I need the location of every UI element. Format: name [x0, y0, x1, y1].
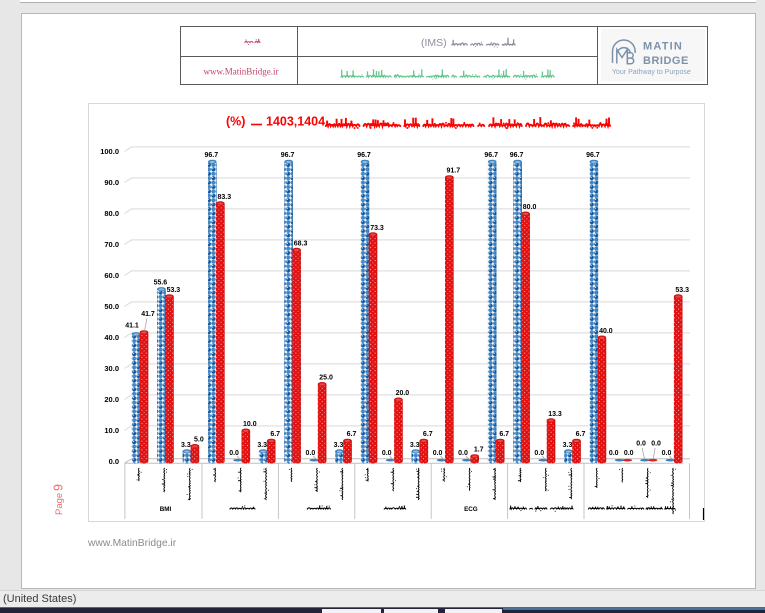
svg-text:Page: Page — [54, 493, 65, 515]
svg-text:80.0: 80.0 — [104, 209, 119, 218]
svg-text:25.0: 25.0 — [319, 375, 333, 382]
svg-text:(IMS): (IMS) — [421, 37, 447, 49]
svg-text:0.0: 0.0 — [229, 450, 239, 457]
svg-text:0.0: 0.0 — [306, 450, 316, 457]
svg-text:68.3: 68.3 — [294, 240, 308, 247]
svg-text:0.0: 0.0 — [624, 450, 634, 457]
svg-text:0.0: 0.0 — [109, 457, 119, 466]
svg-text:10.0: 10.0 — [104, 426, 119, 435]
svg-text:55.6: 55.6 — [154, 280, 168, 287]
svg-text:40.0: 40.0 — [104, 333, 119, 342]
svg-text:9: 9 — [52, 484, 66, 491]
svg-text:96.7: 96.7 — [281, 152, 295, 159]
svg-text:3.3: 3.3 — [563, 442, 573, 449]
svg-text:MATIN: MATIN — [643, 41, 683, 53]
svg-text:96.7: 96.7 — [484, 152, 498, 159]
svg-text:6.7: 6.7 — [270, 431, 280, 438]
svg-text:6.7: 6.7 — [347, 431, 357, 438]
svg-text:41.7: 41.7 — [141, 311, 155, 318]
svg-text:BMI: BMI — [160, 506, 172, 513]
svg-text:1.7: 1.7 — [474, 447, 484, 454]
svg-text:10.0: 10.0 — [243, 421, 257, 428]
svg-text:60.0: 60.0 — [104, 271, 119, 280]
svg-text:100.0: 100.0 — [100, 147, 119, 156]
svg-text:BRIDGE: BRIDGE — [643, 55, 689, 67]
svg-text:53.3: 53.3 — [167, 287, 181, 294]
svg-text:70.0: 70.0 — [104, 240, 119, 249]
svg-text:1403,1404: 1403,1404 — [266, 115, 325, 129]
svg-text:6.7: 6.7 — [576, 431, 586, 438]
svg-text:13.3: 13.3 — [548, 411, 562, 418]
svg-text:5.0: 5.0 — [194, 437, 204, 444]
svg-text:0.0: 0.0 — [458, 450, 468, 457]
svg-text:6.7: 6.7 — [499, 431, 509, 438]
svg-text:0.0: 0.0 — [651, 441, 661, 448]
svg-text:96.7: 96.7 — [204, 152, 218, 159]
svg-text:6.7: 6.7 — [423, 431, 433, 438]
svg-text:73.3: 73.3 — [370, 225, 384, 232]
svg-text:96.7: 96.7 — [357, 152, 371, 159]
svg-text:96.7: 96.7 — [510, 152, 524, 159]
svg-text:0.0: 0.0 — [609, 450, 619, 457]
svg-text:0.0: 0.0 — [662, 450, 672, 457]
svg-text:0.0: 0.0 — [382, 450, 392, 457]
svg-text:96.7: 96.7 — [586, 152, 600, 159]
svg-text:20.0: 20.0 — [396, 390, 410, 397]
svg-text:0.0: 0.0 — [433, 450, 443, 457]
svg-text:30.0: 30.0 — [104, 364, 119, 373]
svg-text:0.0: 0.0 — [636, 441, 646, 448]
svg-text:40.0: 40.0 — [599, 328, 613, 335]
svg-text:(%): (%) — [226, 115, 245, 129]
svg-text:3.3: 3.3 — [181, 442, 191, 449]
svg-text:80.0: 80.0 — [523, 204, 537, 211]
svg-text:3.3: 3.3 — [257, 442, 267, 449]
svg-text:83.3: 83.3 — [217, 194, 231, 201]
svg-text:0.0: 0.0 — [534, 450, 544, 457]
svg-text:91.7: 91.7 — [446, 168, 460, 175]
svg-text:41.1: 41.1 — [125, 323, 139, 330]
svg-text:www.MatinBridge.ir: www.MatinBridge.ir — [87, 538, 177, 549]
svg-text:53.3: 53.3 — [675, 287, 689, 294]
svg-text:3.3: 3.3 — [410, 442, 420, 449]
svg-text:3.3: 3.3 — [334, 442, 344, 449]
svg-text:50.0: 50.0 — [104, 302, 119, 311]
svg-text:Your Pathway to Purpose: Your Pathway to Purpose — [612, 69, 691, 76]
svg-text:ECG: ECG — [464, 506, 478, 513]
svg-text:20.0: 20.0 — [104, 395, 119, 404]
svg-text:90.0: 90.0 — [104, 178, 119, 187]
svg-text:www.MatinBridge.ir: www.MatinBridge.ir — [204, 67, 279, 77]
